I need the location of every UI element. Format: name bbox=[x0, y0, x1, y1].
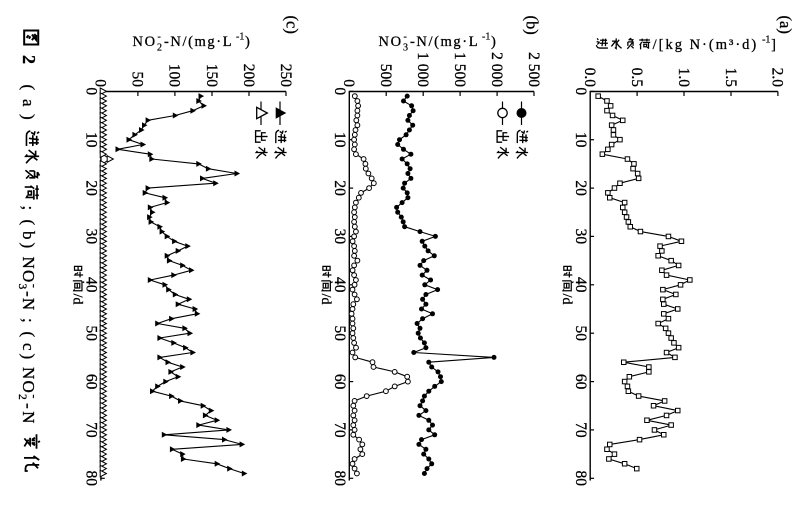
svg-text:-N/(mg·L: -N/(mg·L bbox=[164, 34, 233, 50]
svg-text:60: 60 bbox=[331, 373, 348, 389]
svg-text:;: ; bbox=[19, 318, 38, 323]
svg-text:a: a bbox=[19, 99, 38, 107]
svg-text:c: c bbox=[19, 343, 38, 351]
svg-text:60: 60 bbox=[82, 373, 99, 389]
svg-text:(c): (c) bbox=[282, 15, 301, 33]
svg-text:1 000: 1 000 bbox=[414, 52, 431, 87]
svg-text:NO: NO bbox=[378, 34, 402, 50]
svg-text:70: 70 bbox=[572, 422, 589, 438]
svg-text:50: 50 bbox=[82, 325, 99, 341]
svg-text:/d: /d bbox=[69, 293, 84, 304]
svg-text:80: 80 bbox=[82, 470, 99, 486]
svg-text:60: 60 bbox=[572, 373, 589, 389]
svg-text:10: 10 bbox=[572, 131, 589, 147]
svg-text:10: 10 bbox=[331, 131, 348, 147]
svg-text:-N: -N bbox=[19, 291, 38, 311]
svg-text:1.5: 1.5 bbox=[721, 67, 738, 87]
svg-text:70: 70 bbox=[82, 422, 99, 438]
svg-text:0: 0 bbox=[340, 79, 357, 87]
svg-text:(b): (b) bbox=[522, 15, 541, 34]
svg-text:/d: /d bbox=[318, 293, 333, 304]
svg-text:70: 70 bbox=[331, 422, 348, 438]
svg-text:/[kg N·(m³·d): /[kg N·(m³·d) bbox=[652, 36, 758, 52]
svg-text:1 500: 1 500 bbox=[450, 52, 467, 87]
svg-text:2: 2 bbox=[16, 394, 28, 400]
svg-text:): ) bbox=[491, 34, 496, 50]
svg-text:20: 20 bbox=[82, 180, 99, 196]
svg-text:2 000: 2 000 bbox=[487, 52, 504, 87]
svg-text:20: 20 bbox=[331, 180, 348, 196]
svg-text:10: 10 bbox=[82, 131, 99, 147]
svg-text:30: 30 bbox=[82, 228, 99, 244]
svg-text:): ) bbox=[19, 242, 38, 248]
svg-text:0.5: 0.5 bbox=[627, 67, 644, 87]
svg-text:50: 50 bbox=[331, 325, 348, 341]
svg-text:1.0: 1.0 bbox=[674, 67, 691, 87]
svg-text:50: 50 bbox=[572, 325, 589, 341]
svg-text:2 500: 2 500 bbox=[524, 52, 541, 87]
svg-text:NO: NO bbox=[19, 256, 38, 283]
svg-text:-: - bbox=[27, 284, 39, 288]
svg-text:-N/(mg·L: -N/(mg·L bbox=[410, 34, 479, 50]
svg-text:/d: /d bbox=[558, 293, 573, 304]
svg-text:3: 3 bbox=[16, 283, 28, 289]
svg-text:): ) bbox=[19, 353, 38, 359]
svg-text:2: 2 bbox=[19, 55, 39, 64]
svg-text:200: 200 bbox=[239, 63, 256, 87]
svg-text:(: ( bbox=[19, 219, 38, 225]
svg-text:): ) bbox=[19, 114, 38, 120]
svg-text:0: 0 bbox=[331, 87, 348, 95]
svg-text:50: 50 bbox=[128, 71, 145, 87]
svg-text:0: 0 bbox=[572, 87, 589, 95]
svg-text:b: b bbox=[19, 231, 38, 240]
svg-text:20: 20 bbox=[572, 180, 589, 196]
svg-text:80: 80 bbox=[572, 470, 589, 486]
svg-text:0.0: 0.0 bbox=[581, 67, 598, 87]
svg-text:250: 250 bbox=[276, 63, 293, 87]
svg-text:500: 500 bbox=[377, 63, 394, 87]
svg-text:-: - bbox=[27, 394, 39, 398]
svg-text:40: 40 bbox=[572, 277, 589, 293]
svg-text:30: 30 bbox=[572, 228, 589, 244]
svg-text:2: 2 bbox=[157, 42, 162, 53]
svg-text:-1: -1 bbox=[236, 31, 244, 42]
svg-text:0: 0 bbox=[91, 79, 108, 87]
svg-text:3: 3 bbox=[403, 42, 408, 53]
svg-text:150: 150 bbox=[202, 63, 219, 87]
svg-text:80: 80 bbox=[331, 470, 348, 486]
svg-text:(a): (a) bbox=[776, 15, 795, 33]
svg-text:-N: -N bbox=[19, 403, 38, 426]
svg-text:NO: NO bbox=[19, 367, 38, 394]
svg-text:-: - bbox=[157, 31, 160, 42]
svg-text:(: ( bbox=[19, 84, 38, 90]
svg-text:0: 0 bbox=[82, 87, 99, 95]
svg-text:NO: NO bbox=[132, 34, 156, 50]
svg-text:-1: -1 bbox=[762, 34, 770, 45]
svg-text:40: 40 bbox=[331, 277, 348, 293]
svg-text:30: 30 bbox=[331, 228, 348, 244]
svg-text:100: 100 bbox=[165, 63, 182, 87]
svg-text:40: 40 bbox=[82, 277, 99, 293]
svg-text:-: - bbox=[403, 31, 406, 42]
svg-text:(: ( bbox=[19, 331, 38, 337]
svg-text:-1: -1 bbox=[482, 31, 490, 42]
svg-text:): ) bbox=[245, 34, 250, 50]
svg-text:]: ] bbox=[771, 36, 776, 52]
svg-text:2.0: 2.0 bbox=[768, 67, 785, 87]
svg-text:;: ; bbox=[19, 205, 38, 210]
